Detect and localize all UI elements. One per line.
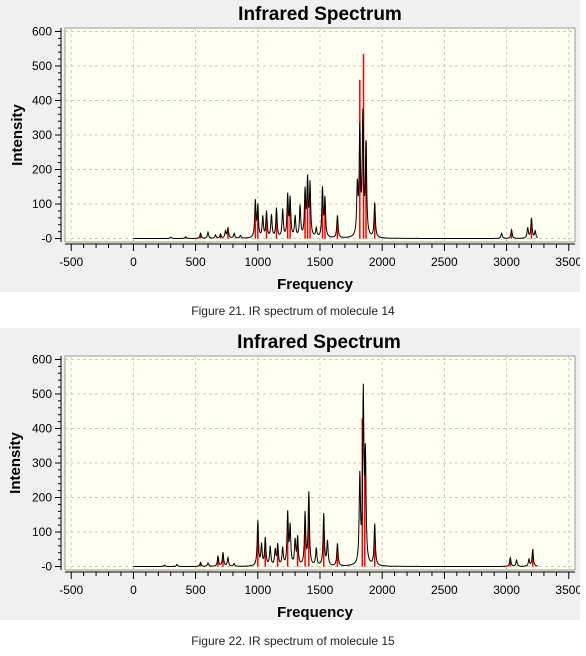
x-tick-label: -500 bbox=[59, 255, 83, 269]
chart-panel-1: Infrared Spectrum Frequency Intensity -0… bbox=[0, 0, 580, 292]
y-tick-label: 400 bbox=[32, 93, 52, 107]
y-tick-label: 200 bbox=[32, 491, 52, 505]
chart-title: Infrared Spectrum bbox=[237, 332, 401, 353]
x-tick-label: 2000 bbox=[369, 255, 396, 269]
x-tick-label: 1000 bbox=[244, 255, 271, 269]
black-envelope-line bbox=[133, 383, 538, 567]
y-tick-label: 300 bbox=[32, 456, 52, 470]
y-tick-label: 500 bbox=[32, 59, 52, 73]
y-tick-label: -0 bbox=[41, 232, 52, 246]
y-axis-label: Intensity bbox=[9, 104, 26, 166]
x-tick-label: 1500 bbox=[307, 255, 334, 269]
y-tick-label: 100 bbox=[32, 197, 52, 211]
x-tick-label: -500 bbox=[59, 583, 83, 597]
y-tick-label: 400 bbox=[32, 421, 52, 435]
ir-spectrum-chart-1: Infrared Spectrum Frequency Intensity -0… bbox=[9, 4, 580, 292]
y-tick-label: 300 bbox=[32, 128, 52, 142]
y-tick-label: 500 bbox=[32, 387, 52, 401]
y-axis-label: Intensity bbox=[7, 432, 24, 494]
chart-panel-2: Infrared Spectrum Frequency Intensity -0… bbox=[0, 328, 580, 620]
y-tick-label: 200 bbox=[32, 163, 52, 177]
y-tick-label: 600 bbox=[32, 352, 52, 366]
x-axis-label: Frequency bbox=[277, 276, 354, 292]
y-tick-label: 100 bbox=[32, 525, 52, 539]
x-tick-label: 500 bbox=[186, 255, 206, 269]
figure-caption: Figure 22. IR spectrum of molecule 15 bbox=[191, 634, 395, 648]
x-tick-label: 2500 bbox=[431, 255, 458, 269]
ir-spectrum-chart-2: Infrared Spectrum Frequency Intensity -0… bbox=[7, 332, 580, 620]
x-tick-label: 1000 bbox=[244, 583, 271, 597]
figure-caption: Figure 21. IR spectrum of molecule 14 bbox=[191, 304, 395, 318]
y-tick-label: -0 bbox=[41, 560, 52, 574]
x-tick-label: 3500 bbox=[555, 255, 580, 269]
chart-title: Infrared Spectrum bbox=[238, 4, 402, 25]
x-tick-label: 2000 bbox=[369, 583, 396, 597]
x-tick-label: 3000 bbox=[493, 583, 520, 597]
x-tick-label: 2500 bbox=[431, 583, 458, 597]
x-tick-label: 3500 bbox=[555, 583, 580, 597]
black-envelope-line bbox=[133, 108, 538, 239]
x-tick-label: 1500 bbox=[307, 583, 334, 597]
y-tick-label: 600 bbox=[32, 24, 52, 38]
x-tick-label: 0 bbox=[130, 583, 137, 597]
x-axis-label: Frequency bbox=[277, 604, 354, 620]
x-tick-label: 0 bbox=[130, 255, 137, 269]
x-tick-label: 3000 bbox=[493, 255, 520, 269]
x-tick-label: 500 bbox=[186, 583, 206, 597]
